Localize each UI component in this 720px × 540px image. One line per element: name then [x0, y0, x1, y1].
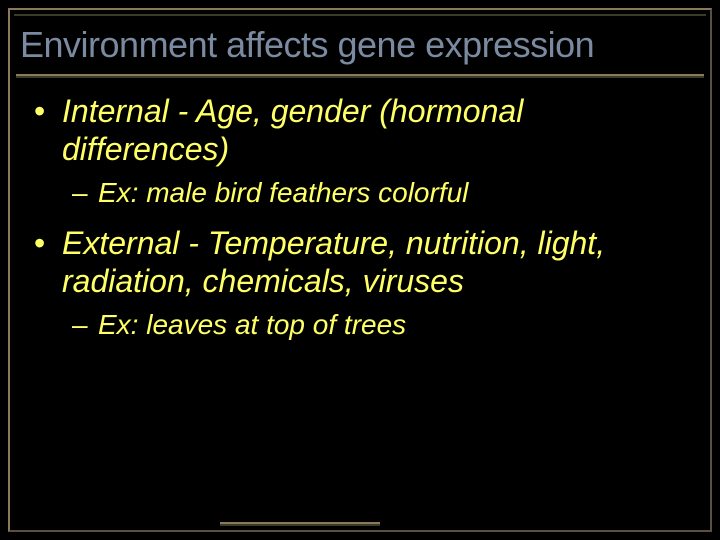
list-item: •Internal - Age, gender (hormonal differ… [34, 92, 684, 169]
bullet-icon: • [34, 92, 62, 130]
bullet-text: External - Temperature, nutrition, light… [62, 225, 605, 299]
title-underline-shadow [16, 76, 704, 78]
dash-icon: – [72, 175, 98, 210]
slide-body: •Internal - Age, gender (hormonal differ… [34, 92, 684, 356]
dash-icon: – [72, 307, 98, 342]
list-item: •External - Temperature, nutrition, ligh… [34, 224, 684, 301]
list-item: –Ex: leaves at top of trees [34, 307, 684, 342]
slide: Environment affects gene expression •Int… [0, 0, 720, 540]
bullet-text: Ex: leaves at top of trees [98, 309, 406, 340]
list-item: –Ex: male bird feathers colorful [34, 175, 684, 210]
slide-title: Environment affects gene expression [20, 24, 700, 66]
bullet-text: Internal - Age, gender (hormonal differe… [62, 93, 523, 167]
footer-divider-shadow [220, 524, 380, 526]
bullet-icon: • [34, 224, 62, 262]
bullet-text: Ex: male bird feathers colorful [98, 177, 468, 208]
frame-top-shadow [14, 14, 706, 16]
